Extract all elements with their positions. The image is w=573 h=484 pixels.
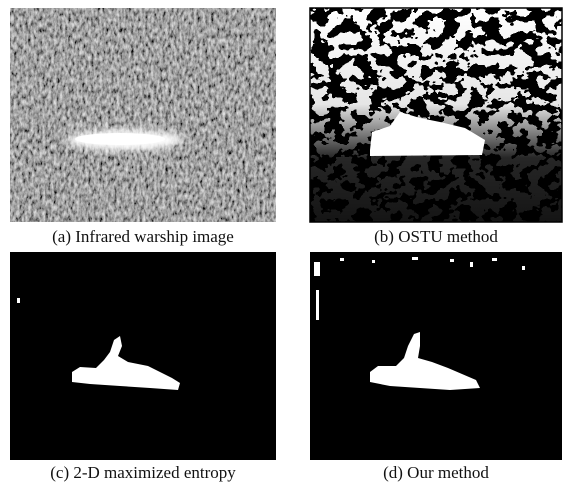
speck (340, 258, 344, 261)
segmented-image (10, 252, 276, 460)
speck (412, 257, 418, 260)
panel-c (10, 252, 276, 460)
caption: (b) OSTU method (374, 227, 498, 246)
speck (17, 298, 20, 303)
panel-b (310, 8, 562, 222)
caption: (d) Our method (383, 463, 489, 482)
binary-shade (310, 8, 562, 222)
speck (316, 290, 319, 320)
caption: (c) 2-D maximized entropy (50, 463, 236, 482)
speck (522, 266, 525, 270)
segmented-image (310, 252, 562, 460)
speck (470, 262, 473, 267)
speck (314, 262, 320, 276)
speck (372, 260, 375, 263)
caption: (a) Infrared warship image (52, 227, 234, 246)
figure: (a) Infrared warship image (b) OSTU meth… (0, 0, 573, 484)
panel-a (10, 8, 276, 222)
panel-d (310, 252, 562, 460)
infrared-texture (10, 8, 276, 222)
speck (450, 259, 454, 262)
warship-core (75, 133, 165, 145)
speck (492, 258, 497, 261)
